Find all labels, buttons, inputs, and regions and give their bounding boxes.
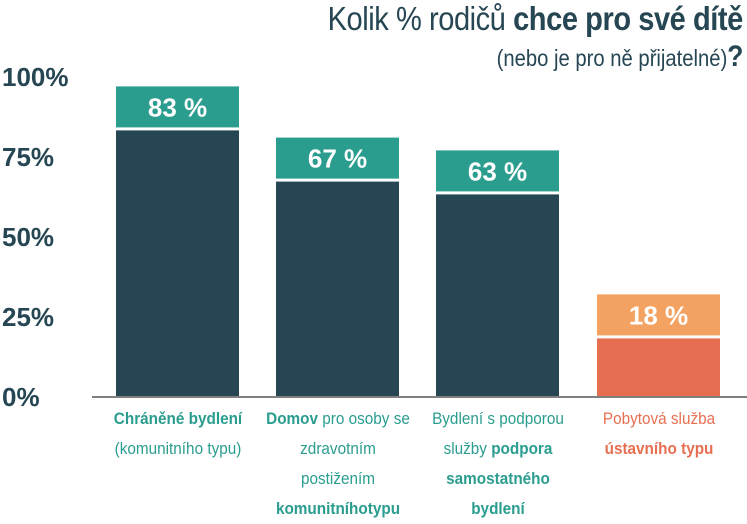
x-category-label: Pobytová služba ústavního typu bbox=[602, 409, 715, 458]
y-tick-label: 50% bbox=[2, 222, 54, 252]
chart-title: Kolik % rodičů chce pro své dítě bbox=[327, 0, 744, 37]
y-tick-label: 25% bbox=[2, 302, 54, 332]
y-tick-label: 100% bbox=[2, 62, 69, 92]
x-category-label: Bydlení s podporou služby podpora samost… bbox=[431, 409, 564, 518]
x-category-label: Chráněné bydlení (komunitního typu) bbox=[113, 409, 242, 458]
data-label: 67 % bbox=[308, 144, 367, 174]
bar bbox=[597, 338, 720, 396]
y-tick-label: 0% bbox=[2, 382, 40, 412]
data-label-box bbox=[276, 137, 399, 179]
bar bbox=[116, 130, 239, 396]
x-category-label: Domov pro osoby se zdravotním postižením… bbox=[265, 409, 410, 518]
bar bbox=[276, 181, 399, 396]
data-label: 83 % bbox=[148, 92, 207, 122]
data-label-box bbox=[436, 150, 559, 192]
data-label: 63 % bbox=[468, 156, 527, 186]
data-label-box bbox=[597, 294, 720, 336]
y-tick-label: 75% bbox=[2, 142, 54, 172]
chart-subtitle: (nebo je pro ně přijatelné)? bbox=[496, 40, 743, 73]
data-label: 18 % bbox=[629, 300, 688, 330]
bar bbox=[436, 194, 559, 396]
data-label-box bbox=[116, 86, 239, 128]
